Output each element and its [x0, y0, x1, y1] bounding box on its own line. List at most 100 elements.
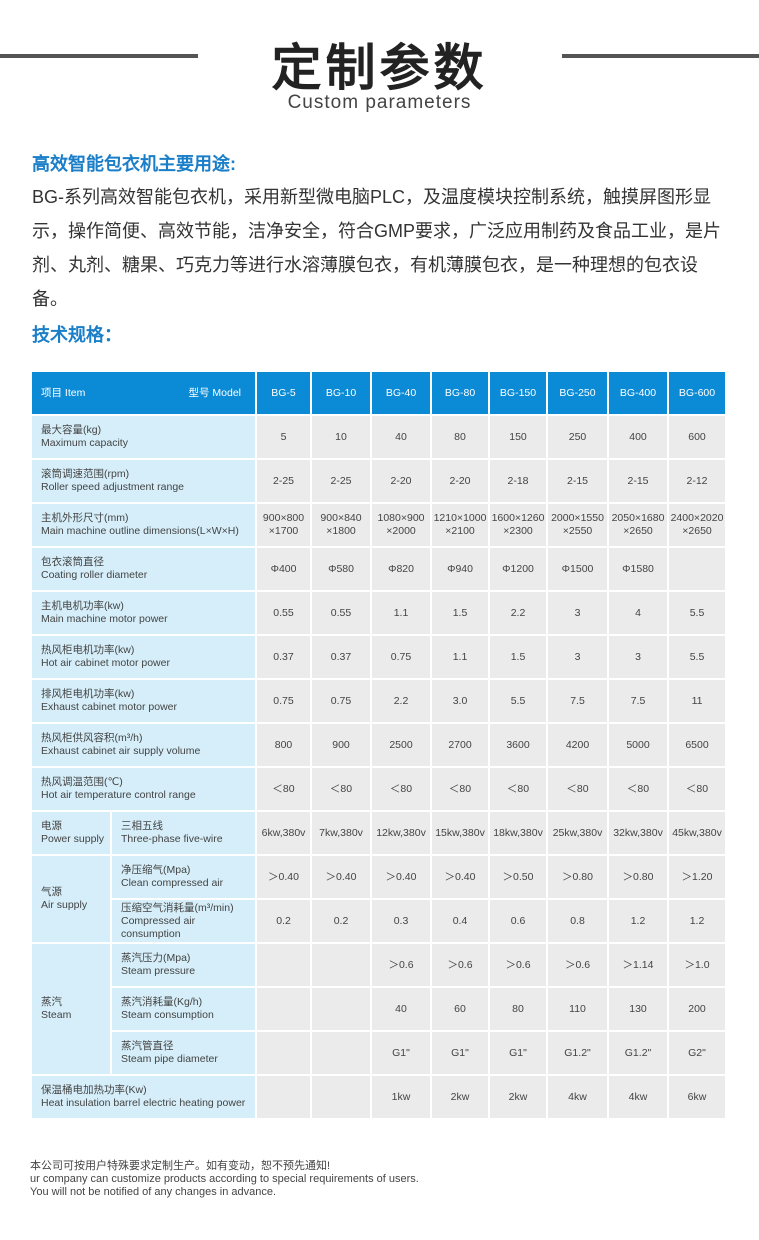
value-cell: 11	[667, 678, 728, 724]
value-cell: ＞0.80	[607, 854, 670, 900]
table-row: 热风柜供风容积(m³/h) Exhaust cabinet air supply …	[29, 722, 728, 768]
value-cell: 0.55	[255, 590, 313, 636]
value-cell: 4kw	[607, 1074, 670, 1120]
value-cell: 2.2	[370, 678, 433, 724]
value-cell: 80	[488, 986, 549, 1032]
value-cell: ＞0.6	[430, 942, 491, 988]
label-cn: 主机外形尺寸(mm)	[41, 512, 129, 524]
label-cn: 压缩空气消耗量(m³/min)	[121, 901, 234, 914]
label-en: Steam	[41, 1009, 72, 1021]
value-cell: 400	[607, 414, 670, 460]
model-header: BG-150	[488, 370, 549, 416]
value-cell: ＜80	[430, 766, 491, 812]
value-cell: ＞0.6	[488, 942, 549, 988]
value-cell: 5.5	[667, 634, 728, 680]
value-cell: ＞0.40	[370, 854, 433, 900]
value-cell: ＞0.6	[546, 942, 610, 988]
label-cn: 气源	[41, 886, 62, 898]
value-cell: G1"	[488, 1030, 549, 1076]
value-cell: 7.5	[607, 678, 670, 724]
value-cell: 800	[255, 722, 313, 768]
value-cell: 2500	[370, 722, 433, 768]
label-en: Hot air cabinet motor power	[41, 657, 170, 669]
value-cell: 2-25	[255, 458, 313, 504]
value-cell: 2kw	[488, 1074, 549, 1120]
model-header: BG-5	[255, 370, 313, 416]
value-cell: 0.37	[310, 634, 373, 680]
value-cell: 0.75	[255, 678, 313, 724]
value-cell: 0.2	[310, 898, 373, 944]
value-cell: 2050×1680 ×2650	[607, 502, 670, 548]
usage-heading: 高效智能包衣机主要用途:	[32, 154, 236, 174]
value-cell: ＜80	[488, 766, 549, 812]
value-cell: 110	[546, 986, 610, 1032]
table-row: 热风柜电机功率(kw) Hot air cabinet motor power 0.…	[29, 634, 728, 680]
label-en: Hot air temperature control range	[41, 789, 196, 801]
label-en: Main machine outline dimensions(L×W×H)	[41, 525, 239, 537]
value-cell: 5000	[607, 722, 670, 768]
label-en: Steam pipe diameter	[121, 1053, 218, 1065]
table-row: 热风调温范围(℃) Hot air temperature control ran…	[29, 766, 728, 812]
value-cell: Φ1500	[546, 546, 610, 592]
table-header-row: 项目 Item 型号 Model BG-5 BG-10 BG-40 BG-80 BG-150…	[29, 370, 728, 416]
value-cell	[667, 546, 728, 592]
model-label: 型号 Model	[188, 386, 242, 399]
value-cell: ＜80	[607, 766, 670, 812]
value-cell: 3600	[488, 722, 549, 768]
value-cell: 600	[667, 414, 728, 460]
value-cell	[310, 986, 373, 1032]
table-row: 蒸汽管直径 Steam pipe diameter G1" G1" G1" G1.2" G1…	[31, 1030, 728, 1076]
value-cell: 1.5	[488, 634, 549, 680]
value-cell: 1.2	[607, 898, 670, 944]
table-row: 蒸汽消耗量(Kg/h) Steam consumption 40 60 80 110 130…	[31, 986, 728, 1032]
label-cn: 包衣滚筒直径	[41, 556, 104, 568]
value-cell: 6kw	[667, 1074, 728, 1120]
label-en: Exhaust cabinet motor power	[41, 701, 177, 713]
value-cell: 2-15	[607, 458, 670, 504]
label-en: Clean compressed air	[121, 877, 224, 889]
label-cn: 净压缩气(Mpa)	[121, 864, 191, 876]
value-cell: 2-25	[310, 458, 373, 504]
table-row: 蒸汽 Steam 蒸汽压力(Mpa) Steam pressure ＞0.6 ＞0.6 ＞0…	[30, 942, 728, 1076]
table-row: 主机外形尺寸(mm) Main machine outline dimension…	[29, 502, 728, 548]
label-en: Coating roller diameter	[41, 569, 148, 581]
value-cell	[310, 1074, 373, 1120]
value-cell: 2-18	[488, 458, 549, 504]
value-cell: 3	[546, 634, 610, 680]
model-header: BG-250	[546, 370, 610, 416]
value-cell: ＜80	[255, 766, 313, 812]
value-cell: 5.5	[488, 678, 549, 724]
value-cell: G1"	[370, 1030, 433, 1076]
footer-line-en-2: You will not be notified of any changes …	[30, 1186, 277, 1198]
value-cell: 250	[546, 414, 610, 460]
label-cn: 三相五线	[121, 820, 163, 832]
label-cn: 热风柜电机功率(kw)	[41, 644, 135, 656]
value-cell: 900×800 ×1700	[255, 502, 313, 548]
value-cell: ＞0.80	[546, 854, 610, 900]
model-header: BG-600	[667, 370, 728, 416]
footer-line-en-1: ur company can customize products accord…	[30, 1173, 419, 1185]
value-cell: 5	[255, 414, 313, 460]
label-cn: 保温桶电加热功率(Kw)	[41, 1084, 147, 1096]
page-title: 定制参数	[271, 39, 488, 97]
value-cell: ＜80	[310, 766, 373, 812]
value-cell: 0.4	[430, 898, 491, 944]
value-cell: ＞1.0	[667, 942, 728, 988]
item-label: 项目 Item	[41, 386, 86, 399]
value-cell: 0.2	[255, 898, 313, 944]
label-cn: 热风调温范围(℃)	[41, 776, 123, 788]
value-cell	[310, 1030, 373, 1076]
value-cell: ＞1.14	[607, 942, 670, 988]
label-cn: 蒸汽消耗量(Kg/h)	[121, 996, 203, 1008]
label-en: Maximum capacity	[41, 437, 128, 449]
table-row: 电源 Power supply 三相五线 Three-phase five-wire 6…	[30, 810, 728, 856]
label-cn: 电源	[41, 820, 62, 832]
value-cell: 1080×900 ×2000	[370, 502, 433, 548]
footer-note: 本公司可按用户特殊要求定制生产。如有变动，恕不预先通知! ur company …	[30, 1160, 419, 1199]
value-cell: 0.75	[310, 678, 373, 724]
spec-heading: 技术规格：	[32, 325, 122, 345]
value-cell: 2400×2020 ×2650	[667, 502, 728, 548]
value-cell: 80	[430, 414, 491, 460]
value-cell: 2.2	[488, 590, 549, 636]
label-cn: 滚筒调速范围(rpm)	[41, 468, 130, 480]
